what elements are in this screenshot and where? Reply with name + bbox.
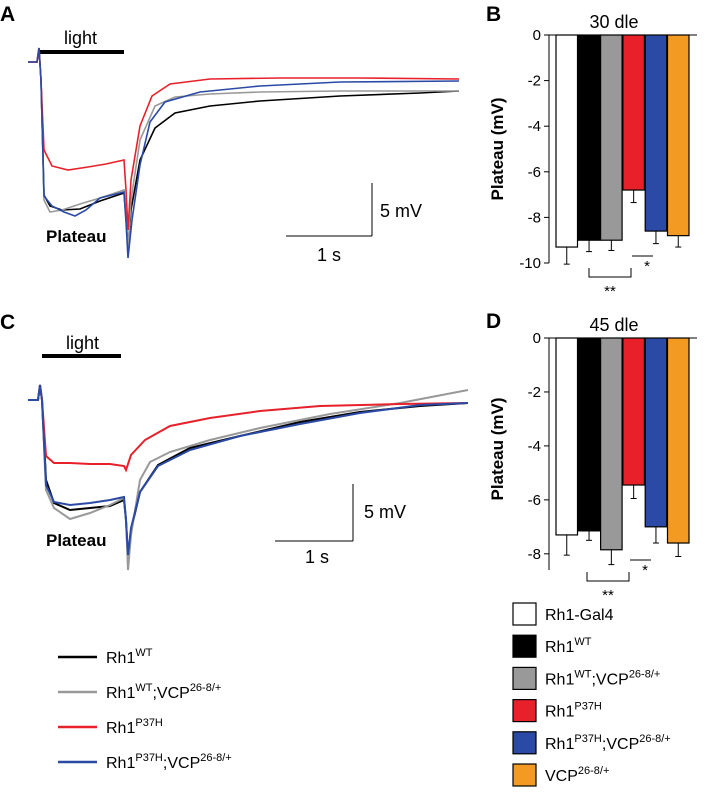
panel-letter-d: D	[486, 310, 501, 333]
y-tick-label: -6	[528, 164, 541, 181]
y-tick-label: -4	[528, 118, 541, 135]
chart-title-b: 30 dle	[589, 12, 638, 32]
significance-label: **	[602, 587, 614, 604]
chart-title-d: 45 dle	[589, 315, 638, 335]
bar	[622, 34, 646, 191]
bar	[577, 34, 601, 241]
bar-chart-b: 0-2-4-6-8-10***	[519, 27, 697, 300]
panel-c: C light Plateau 5 mV 1 s	[0, 311, 469, 571]
traces-c	[28, 384, 469, 571]
legend-swatch	[512, 731, 537, 755]
legend-label: Rh1P37H;VCP26-8/+	[545, 733, 671, 753]
y-tick-label: -10	[519, 255, 541, 272]
panel-letter-c: C	[0, 311, 15, 334]
legend-swatch	[512, 763, 537, 787]
bar	[666, 34, 690, 237]
legend-swatch	[512, 602, 537, 626]
significance-label: *	[642, 562, 648, 579]
y-tick-label: -2	[528, 73, 541, 90]
bar	[666, 337, 690, 544]
y-tick-label: -4	[528, 438, 541, 455]
bar	[599, 34, 623, 241]
y-tick-label: -8	[528, 209, 541, 226]
scale-volt-label-c: 5 mV	[364, 502, 406, 522]
y-axis-label-b: Plateau (mV)	[488, 98, 507, 201]
legend-label: Rh1-Gal4	[545, 607, 614, 624]
line-legend: Rh1WT Rh1WT;VCP26-8/+ Rh1P37H Rh1P37H;VCP26…	[58, 647, 232, 772]
trace-c-rh1p37h-vcp	[28, 384, 469, 556]
legend-label: Rh1P37H;VCP26-8/+	[106, 752, 232, 772]
y-tick-label: 0	[533, 330, 541, 347]
panel-d: D 45 dle Plateau (mV) 0-2-4-6-8***	[486, 310, 697, 604]
significance-label: **	[604, 283, 616, 300]
legend-label: Rh1WT;VCP26-8/+	[545, 668, 660, 688]
trace-a-rh1p37h-vcp	[28, 47, 460, 259]
bar	[555, 34, 579, 248]
y-tick-label: 0	[533, 27, 541, 44]
plateau-label-c: Plateau	[46, 531, 106, 550]
legend-label: Rh1P37H	[106, 717, 163, 737]
legend-label: Rh1WT	[545, 636, 592, 656]
bar-legend: Rh1-Gal4 Rh1WT Rh1WT;VCP26-8/+ Rh1P37H Rh1P3…	[512, 602, 671, 787]
bar	[599, 337, 623, 551]
legend-label: Rh1WT	[106, 647, 153, 667]
panel-letter-a: A	[0, 3, 15, 26]
legend-swatch	[512, 698, 537, 723]
panel-b: B 30 dle Plateau (mV) 0-2-4-6-8-10***	[486, 3, 697, 300]
legend-label: Rh1WT;VCP26-8/+	[106, 682, 221, 702]
bar	[644, 337, 668, 528]
y-axis-label-d: Plateau (mV)	[488, 398, 507, 501]
significance-bracket	[586, 572, 630, 582]
bar-chart-d: 0-2-4-6-8***	[528, 330, 697, 604]
bar	[622, 337, 646, 486]
scale-time-label-c: 1 s	[305, 547, 329, 567]
bar	[555, 337, 579, 536]
light-label-a: light	[64, 28, 97, 48]
panel-letter-b: B	[486, 3, 501, 26]
scale-volt-label-a: 5 mV	[380, 201, 422, 221]
significance-label: *	[644, 258, 650, 275]
scale-time-label-a: 1 s	[317, 245, 341, 265]
y-tick-label: -8	[528, 546, 541, 563]
legend-swatch	[512, 634, 537, 658]
y-tick-label: -2	[528, 384, 541, 401]
legend-label: VCP26-8/+	[545, 765, 609, 785]
y-tick-label: -6	[528, 492, 541, 509]
panel-a: A light Plateau 5 mV 1 s	[0, 3, 460, 265]
legend-swatch	[512, 666, 537, 691]
trace-c-rh1p37h	[28, 384, 469, 473]
bar	[644, 34, 668, 232]
plateau-label-a: Plateau	[46, 227, 106, 246]
significance-bracket	[588, 268, 632, 278]
bar	[577, 337, 601, 532]
light-label-c: light	[66, 333, 99, 353]
traces-a	[28, 47, 460, 259]
legend-label: Rh1P37H	[545, 701, 602, 721]
